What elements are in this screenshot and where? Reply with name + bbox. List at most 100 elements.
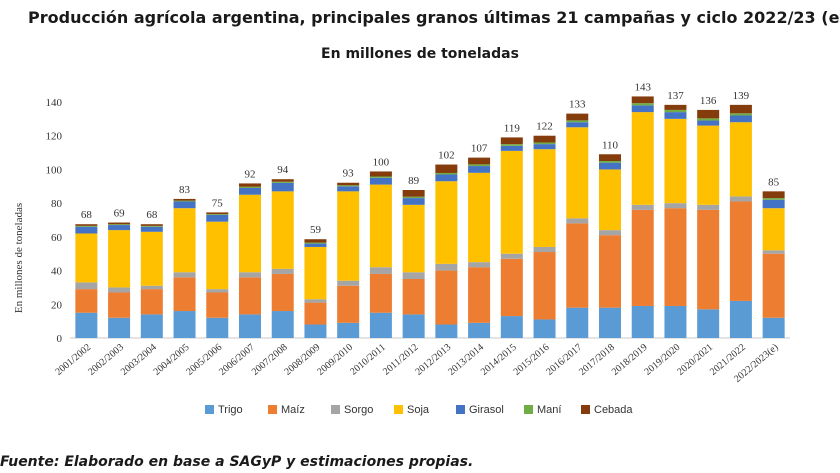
bar-segment-soja (369, 184, 392, 268)
bar-segment-maíz (599, 235, 621, 308)
total-label: 92 (245, 168, 256, 180)
legend-swatch-sorgo (331, 405, 340, 414)
bar-segment-cebada (435, 164, 458, 173)
total-label: 143 (634, 81, 651, 93)
bar-segment-maní (664, 109, 687, 113)
total-label: 69 (114, 208, 126, 220)
bar-segment-maíz (173, 277, 196, 312)
bar-segment-maní (140, 225, 163, 227)
bar-segment-trigo (435, 324, 458, 338)
bar-segment-sorgo (108, 287, 131, 293)
bar-segment-trigo (664, 305, 687, 338)
x-tick-label: 2010/2011 (348, 342, 388, 378)
bar-segment-maní (468, 164, 491, 167)
total-label: 68 (146, 209, 158, 221)
bar-segment-soja (468, 172, 491, 263)
y-tick-label: 120 (46, 131, 63, 143)
x-tick-label: 2016/2017 (544, 342, 584, 378)
x-tick-label: 2013/2014 (446, 342, 486, 378)
bar-segment-soja (140, 231, 163, 286)
bar-segment-girasol (599, 162, 621, 170)
total-label: 122 (536, 121, 553, 133)
bar-segment-soja (533, 149, 556, 247)
bar-segment-soja (402, 204, 425, 273)
bar-segment-maíz (500, 258, 523, 317)
bar-segment-maíz (762, 253, 785, 318)
bar-segment-maíz (664, 208, 687, 306)
bar-segment-maní (435, 172, 458, 175)
bar-segment-soja (304, 246, 327, 300)
legend-swatch-soja (394, 405, 403, 414)
bar-segment-sorgo (337, 280, 360, 286)
bar-segment-maní (566, 120, 589, 123)
bar-segment-cebada (468, 157, 491, 165)
bar-segment-trigo (729, 300, 752, 338)
bar-segment-maíz (108, 292, 131, 318)
bar-segment-trigo (762, 317, 785, 338)
total-label: 93 (343, 168, 355, 180)
bar-segment-trigo (239, 314, 261, 338)
bar-segment-trigo (468, 322, 491, 338)
bar-segment-sorgo (533, 246, 556, 253)
y-tick-label: 100 (46, 164, 63, 176)
bar-segment-trigo (533, 319, 556, 338)
bar-segment-cebada (729, 104, 752, 114)
bar-segment-maní (599, 161, 621, 163)
bar-segment-sorgo (599, 230, 621, 236)
legend-label-girasol: Girasol (469, 404, 504, 416)
legend-swatch-trigo (205, 405, 214, 414)
bar-segment-trigo (173, 311, 196, 338)
bar-segment-soja (206, 221, 229, 290)
bar-segment-maní (697, 118, 720, 121)
x-tick-label: 2015/2016 (512, 342, 552, 378)
bar-segment-maní (631, 103, 654, 106)
y-tick-label: 60 (51, 232, 63, 244)
legend-label-soja: Soja (407, 404, 430, 416)
bar-segment-cebada (140, 224, 163, 226)
bar-segment-girasol (75, 226, 98, 234)
bar-segment-maní (729, 113, 752, 116)
total-label: 85 (768, 176, 780, 188)
legend: Trigo Maíz Sorgo Soja Girasol Maní Cebada (205, 404, 633, 416)
total-label: 89 (408, 175, 420, 187)
bar-segment-trigo (566, 307, 589, 338)
bar-segment-sorgo (402, 272, 425, 279)
bar-segment-girasol (500, 145, 523, 151)
bar-segment-trigo (206, 317, 229, 338)
bar-segment-girasol (206, 214, 229, 222)
bar-segment-trigo (369, 312, 392, 338)
bar-segment-cebada (533, 135, 556, 143)
bar-segment-sorgo (697, 204, 720, 210)
legend-label-cebada: Cebada (594, 404, 633, 416)
bar-segment-sorgo (271, 268, 294, 274)
total-label: 59 (310, 224, 322, 236)
total-label: 139 (733, 90, 750, 102)
bar-segment-soja (173, 208, 196, 273)
bar-segment-sorgo (239, 272, 261, 278)
bar-segment-girasol (533, 144, 556, 150)
bar-segment-soja (435, 181, 458, 264)
total-label: 136 (700, 95, 717, 107)
bar-segment-trigo (599, 307, 621, 338)
bar-segment-cebada (173, 198, 196, 201)
bar-segment-maní (271, 181, 294, 183)
bar-segment-cebada (402, 189, 425, 197)
bar-segment-maíz (566, 223, 589, 308)
x-tick-label: 2003/2004 (119, 342, 159, 378)
bar-segment-cebada (239, 183, 261, 187)
bar-segment-soja (108, 230, 131, 288)
bar-segment-girasol (304, 243, 327, 247)
bar-segment-cebada (337, 182, 360, 186)
x-tick-labels: 2001/20022002/20032003/20042004/20052005… (53, 342, 780, 385)
bar-segment-trigo (631, 305, 654, 338)
x-tick-label: 2012/2013 (413, 342, 453, 378)
bar-segment-girasol (239, 187, 261, 195)
x-tick-label: 2017/2018 (577, 342, 617, 378)
bar-segment-soja (697, 125, 720, 205)
bar-segment-sorgo (369, 267, 392, 274)
bar-segment-maíz (533, 252, 556, 320)
bar-segment-girasol (631, 105, 654, 113)
bar-segment-maní (762, 198, 785, 200)
total-label: 68 (81, 209, 93, 221)
y-axis-label: En millones de toneladas (13, 203, 25, 313)
